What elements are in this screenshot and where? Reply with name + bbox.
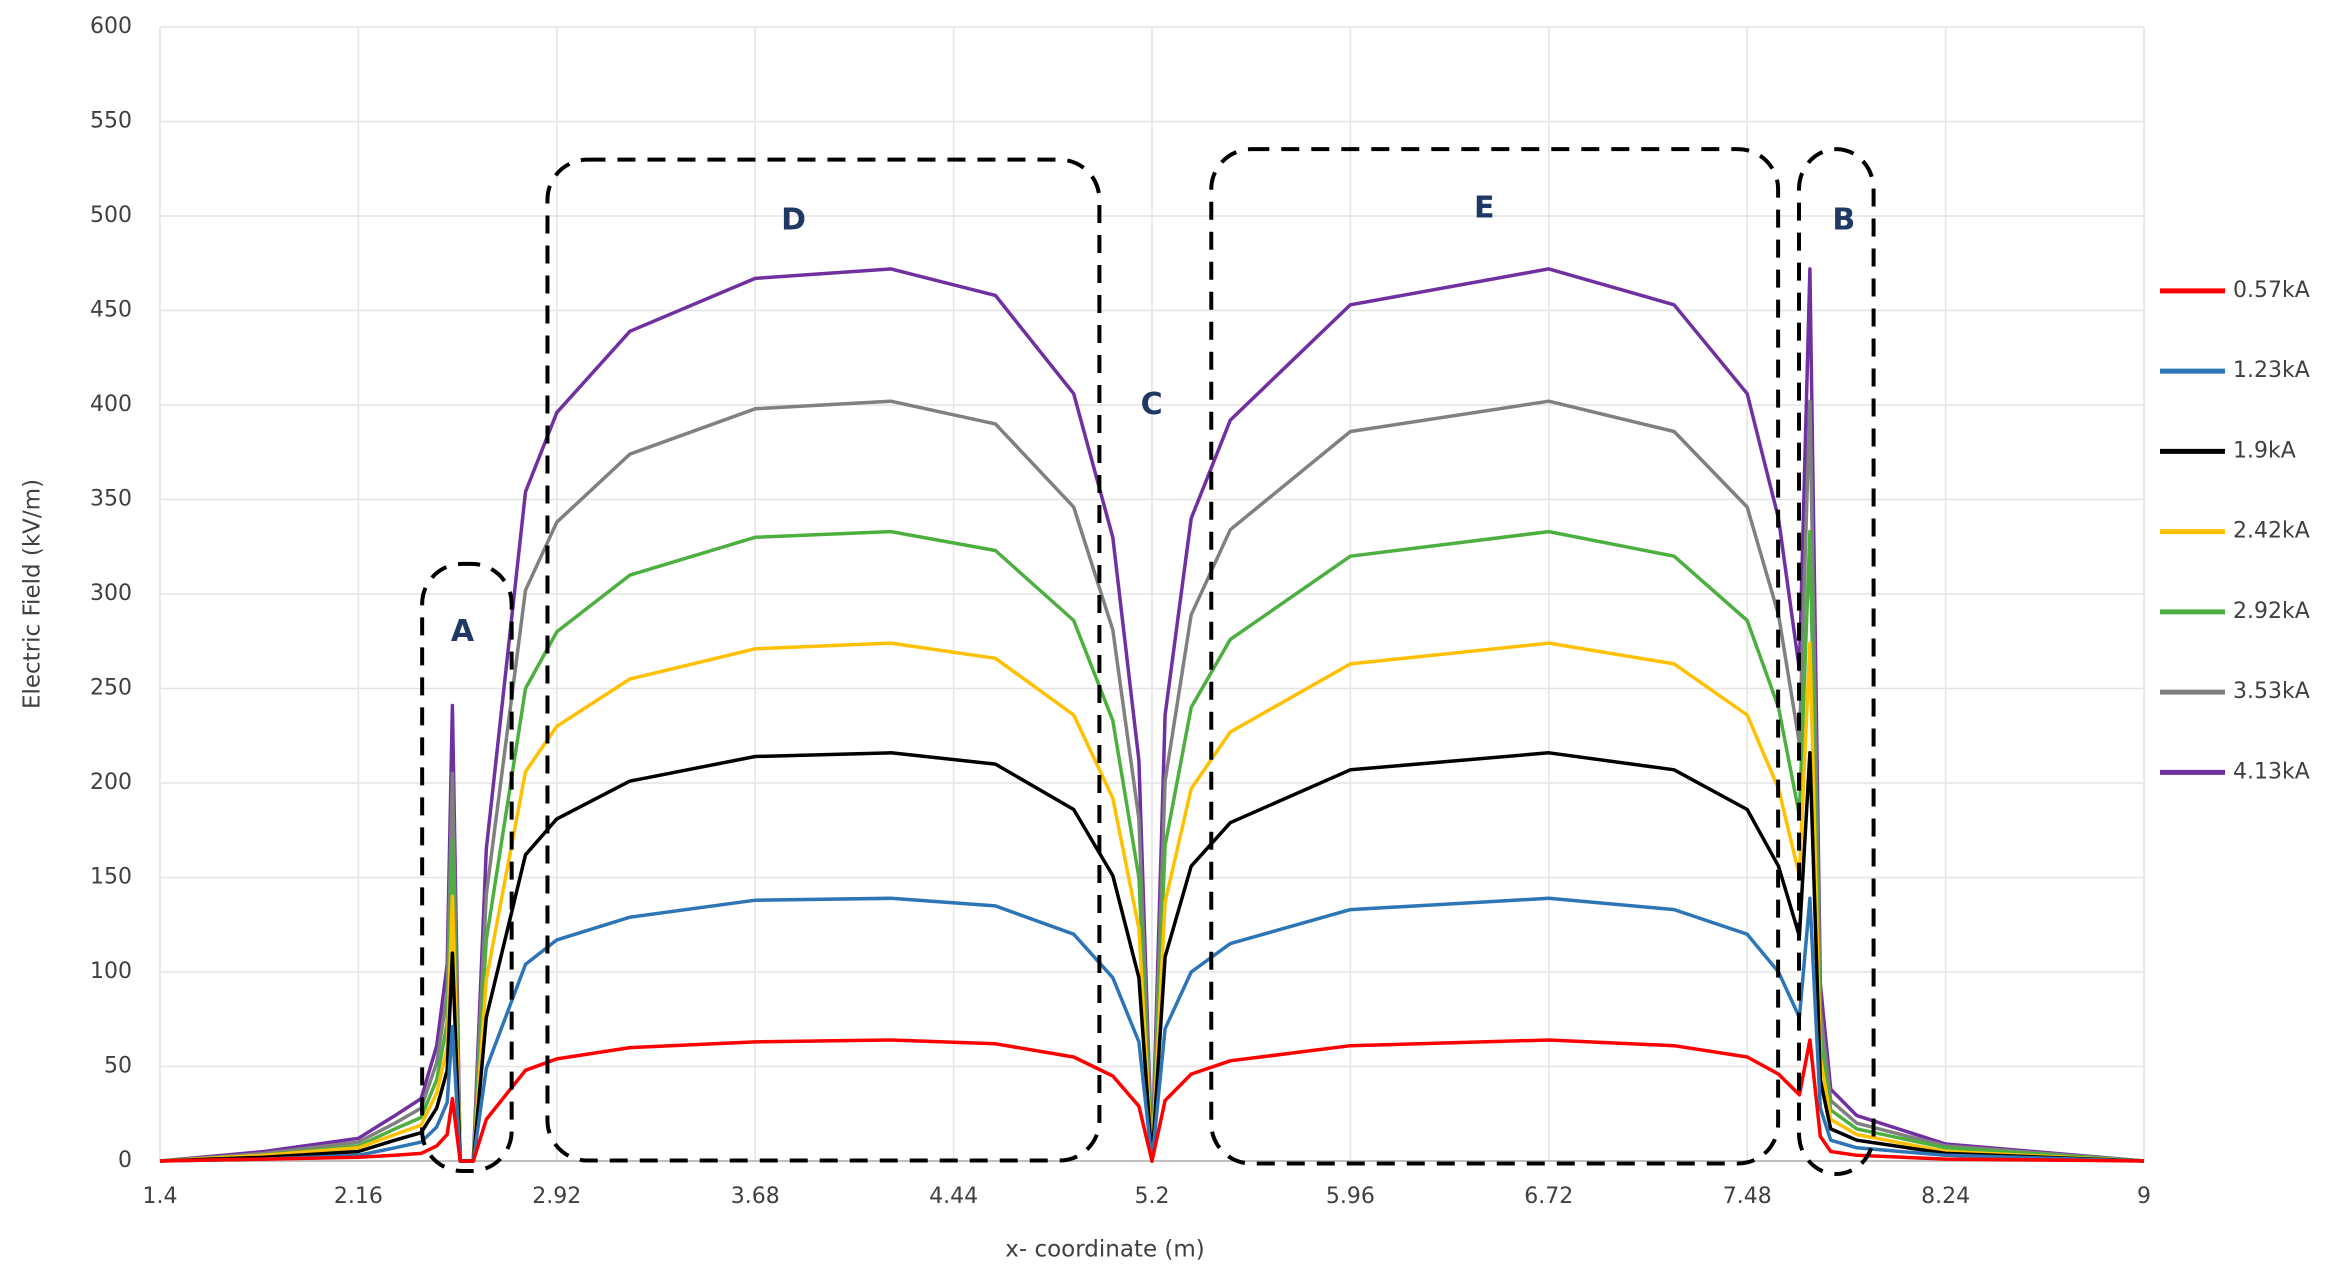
- x-tick-label: 9: [2137, 1184, 2151, 1209]
- series-line: [159, 896, 2145, 1163]
- region-box: [1797, 147, 1876, 1176]
- series-line: [159, 529, 2145, 1163]
- x-tick-label: 8.24: [1921, 1184, 1970, 1209]
- y-tick-label: 300: [90, 581, 132, 606]
- legend-label: 0.57kA: [2233, 278, 2310, 303]
- x-axis-title: x- coordinate (m): [1005, 1237, 1205, 1263]
- series-line: [159, 641, 2145, 1163]
- legend-label: 2.92kA: [2233, 599, 2310, 624]
- x-tick-label: 6.72: [1524, 1184, 1573, 1209]
- y-tick-label: 0: [118, 1148, 132, 1173]
- y-tick-label: 600: [90, 14, 132, 39]
- x-tick-label: 2.16: [334, 1184, 383, 1209]
- y-tick-label: 400: [90, 392, 132, 417]
- x-tick-label: 5.96: [1326, 1184, 1375, 1209]
- annotation: D: [781, 202, 806, 237]
- annotation: E: [1474, 190, 1495, 225]
- legend-label: 2.42kA: [2233, 519, 2310, 544]
- y-tick-label: 150: [90, 865, 132, 890]
- region-box: [545, 157, 1102, 1163]
- x-tick-label: 4.44: [929, 1184, 978, 1209]
- y-tick-label: 250: [90, 676, 132, 701]
- y-tick-label: 50: [104, 1054, 132, 1079]
- series-line: [159, 751, 2145, 1163]
- y-tick-label: 350: [90, 487, 132, 512]
- x-tick-label: 2.92: [532, 1184, 581, 1209]
- y-axis-title: Electric Field (kV/m): [20, 479, 46, 709]
- x-tick-label: 7.48: [1723, 1184, 1772, 1209]
- y-tick-label: 100: [90, 959, 132, 984]
- legend-label: 3.53kA: [2233, 679, 2310, 704]
- annotation: C: [1141, 387, 1163, 422]
- series-line: [159, 267, 2145, 1163]
- y-tick-label: 550: [90, 109, 132, 134]
- region-box: [420, 561, 514, 1173]
- x-tick-label: 5.2: [1135, 1184, 1170, 1209]
- legend-label: 4.13kA: [2233, 759, 2310, 784]
- series-line: [159, 399, 2145, 1163]
- y-tick-label: 200: [90, 770, 132, 795]
- annotation: B: [1832, 202, 1855, 237]
- series-line: [159, 1038, 2145, 1163]
- x-tick-label: 1.4: [143, 1184, 178, 1209]
- y-tick-label: 500: [90, 203, 132, 228]
- legend-label: 1.23kA: [2233, 358, 2310, 383]
- annotation: A: [451, 614, 475, 649]
- region-box: [1209, 147, 1781, 1166]
- y-tick-label: 450: [90, 298, 132, 323]
- legend-label: 1.9kA: [2233, 438, 2296, 463]
- x-tick-label: 3.68: [731, 1184, 780, 1209]
